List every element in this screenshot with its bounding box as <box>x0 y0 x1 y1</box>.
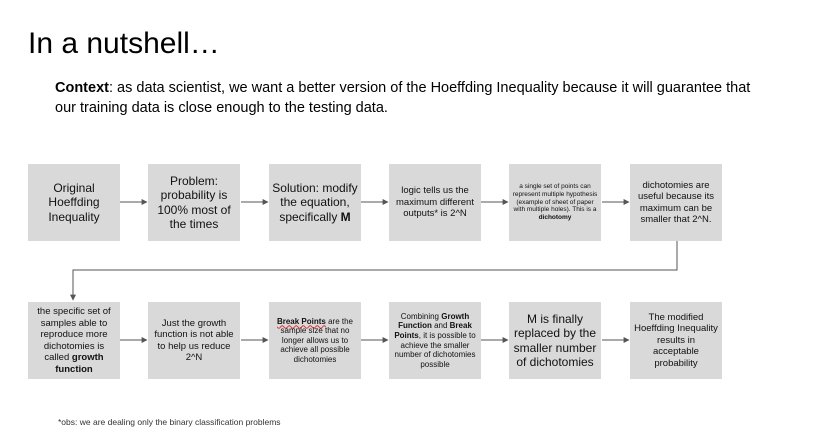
step-text-bold: dichotomy <box>538 214 572 222</box>
context-text: : as data scientist, we want a better ve… <box>55 80 751 116</box>
step-text: Problem: probability is 100% most of the… <box>157 173 231 232</box>
step-max-outputs: logic tells us the maximum different out… <box>389 164 481 241</box>
step-break-points: Break Points are the sample size that no… <box>269 302 361 379</box>
step-text: Just the growth function is not able to … <box>154 317 234 364</box>
step-text: Solution: modify the equation, specifica… <box>272 181 358 225</box>
step-text-normal: Solution: modify the equation, specifica… <box>272 180 358 224</box>
step-text-normal: are the sample size that no longer allow… <box>280 316 354 364</box>
step-combining: Combining Growth Function and Break Poin… <box>389 302 481 379</box>
step-solution: Solution: modify the equation, specifica… <box>269 164 361 241</box>
step-text-normal: a single set of points can represent mul… <box>512 183 598 214</box>
step-text-mid: and <box>431 321 450 331</box>
step-problem: Problem: probability is 100% most of the… <box>148 164 240 241</box>
step-text: a single set of points can represent mul… <box>512 183 598 222</box>
step-text-bold-1: Growth Function <box>398 311 470 331</box>
step-text: Original Hoeffding Inequality <box>48 180 100 224</box>
step-text-bold: growth function <box>55 352 104 375</box>
context-label: Context <box>55 80 109 96</box>
step-text: logic tells us the maximum different out… <box>396 185 474 220</box>
step-growth-not-enough: Just the growth function is not able to … <box>148 302 240 379</box>
step-m-replaced: M is finally replaced by the smaller num… <box>509 302 601 379</box>
step-text: the specific set of samples able to repr… <box>31 306 117 375</box>
step-dichotomies-useful: dichotomies are useful because its maxim… <box>630 164 722 241</box>
step-text-bold: M <box>340 209 351 224</box>
step-text: The modified Hoeffding Inequality result… <box>634 311 718 369</box>
step-text-normal: Combining <box>400 311 442 321</box>
arrow-row-wrap <box>70 241 678 301</box>
step-text: dichotomies are useful because its maxim… <box>637 179 715 226</box>
page-title: In a nutshell… <box>28 27 220 60</box>
step-text: Combining Growth Function and Break Poin… <box>392 312 478 370</box>
context-paragraph: Context: as data scientist, we want a be… <box>55 78 755 118</box>
step-text-bold: Break Points <box>276 316 326 326</box>
footnote: *obs: we are dealing only the binary cla… <box>58 417 281 427</box>
step-modified-hoeffding: The modified Hoeffding Inequality result… <box>630 302 722 379</box>
step-text-bold-2: Break Points <box>394 321 472 340</box>
step-text-post: , it is possible to achieve the smaller … <box>394 330 476 369</box>
step-text: Break Points are the sample size that no… <box>272 317 358 365</box>
step-original-hoeffding: Original Hoeffding Inequality <box>28 164 120 241</box>
step-text: M is finally replaced by the smaller num… <box>513 311 597 370</box>
step-growth-function: the specific set of samples able to repr… <box>28 302 120 379</box>
step-dichotomy-definition: a single set of points can represent mul… <box>509 164 601 241</box>
step-text-normal: the specific set of samples able to repr… <box>37 306 111 363</box>
